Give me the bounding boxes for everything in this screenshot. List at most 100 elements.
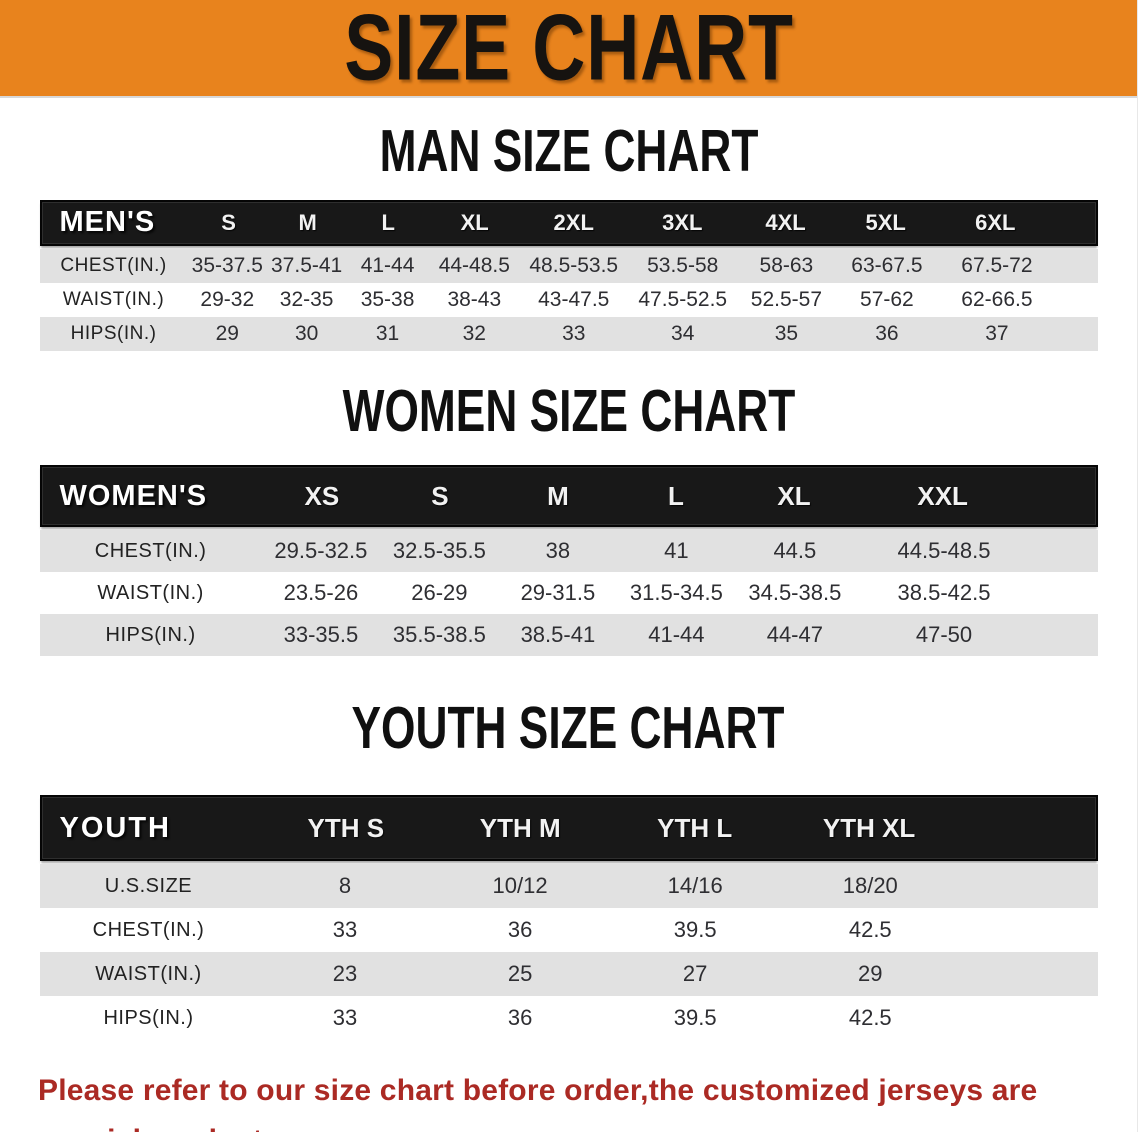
- size-value: 35: [774, 321, 799, 345]
- column-header: S: [221, 209, 236, 235]
- mens-size-table: MEN'S S M L XL 2XL 3XL 4XL 5XL 6XL CHEST(IN.) 35-37…: [39, 199, 1098, 351]
- size-value: 33: [332, 1005, 358, 1031]
- size-value: 41-44: [360, 253, 415, 277]
- column-header: 5XL: [865, 209, 906, 235]
- table-body: CHEST(IN.) 35-37.5 37.5-41 41-44 44-48.5 48.5…: [39, 248, 1098, 351]
- youth-size-table: YOUTH YTH S YTH M YTH L YTH XL U.S.SIZE 8 10/12…: [39, 795, 1098, 1041]
- table-body: CHEST(IN.) 29.5-32.5 32.5-35.5 38 41 44.5 44.5…: [39, 530, 1098, 657]
- banner-title: SIZE CHART: [343, 0, 794, 101]
- column-header: XXL: [917, 480, 968, 511]
- size-value: 34: [671, 321, 695, 345]
- table-section-label: WOMEN'S: [59, 479, 208, 512]
- column-header: L: [668, 480, 684, 511]
- women-section-heading-text: WOMEN SIZE CHART: [342, 377, 795, 444]
- size-value: 32.5-35.5: [392, 538, 486, 564]
- size-value: 42.5: [848, 917, 892, 943]
- table-section-label: YOUTH: [59, 811, 171, 844]
- column-header: XL: [777, 480, 811, 511]
- disclaimer-line-1: Please refer to our size chart before or…: [38, 1074, 1038, 1132]
- size-value: 14/16: [667, 873, 723, 899]
- size-value: 26-29: [411, 580, 468, 606]
- table-row: U.S.SIZE 8 10/12 14/16 18/20: [39, 864, 1098, 909]
- row-label: WAIST(IN.): [95, 962, 202, 985]
- size-value: 31: [375, 321, 400, 345]
- column-header: L: [381, 209, 395, 235]
- size-value: 44-47: [766, 622, 823, 648]
- size-value: 29.5-32.5: [274, 538, 368, 564]
- size-value: 29: [858, 961, 883, 987]
- size-value: 35.5-38.5: [392, 622, 486, 648]
- size-value: 33: [562, 321, 586, 345]
- row-label: CHEST(IN.): [94, 539, 207, 562]
- row-label: HIPS(IN.): [103, 1006, 194, 1029]
- size-value: 36: [507, 917, 533, 943]
- youth-section-heading: YOUTH SIZE CHART: [0, 695, 1137, 762]
- size-value: 58-63: [759, 253, 814, 277]
- column-header: 6XL: [975, 209, 1016, 235]
- table-row: CHEST(IN.) 33 36 39.5 42.5: [39, 908, 1098, 953]
- row-label: HIPS(IN.): [70, 322, 157, 344]
- size-value: 37: [985, 321, 1009, 345]
- size-value: 27: [682, 961, 708, 987]
- size-value: 42.5: [848, 1005, 892, 1031]
- size-value: 53.5-58: [647, 253, 719, 277]
- size-value: 30: [294, 321, 319, 345]
- table-row: HIPS(IN.) 33 36 39.5 42.5: [39, 996, 1098, 1041]
- womens-size-table: WOMEN'S XS S M L XL XXL CHEST(IN.) 29.5-32.5 32.5…: [39, 465, 1098, 657]
- row-label: CHEST(IN.): [60, 254, 167, 276]
- size-value: 25: [507, 961, 533, 987]
- table-row: WAIST(IN.) 23 25 27 29: [39, 952, 1098, 997]
- table-header-row: YOUTH YTH S YTH M YTH L YTH XL: [39, 795, 1098, 862]
- size-value: 18/20: [842, 873, 898, 899]
- size-value: 47-50: [915, 622, 973, 648]
- column-header: 2XL: [553, 209, 594, 235]
- size-value: 36: [507, 1005, 533, 1031]
- column-header: 3XL: [662, 209, 703, 235]
- table-body: U.S.SIZE 8 10/12 14/16 18/20 CHEST(IN.) 33 36 39…: [39, 864, 1098, 1041]
- table-row: CHEST(IN.) 35-37.5 37.5-41 41-44 44-48.5 48.5…: [39, 248, 1098, 283]
- disclaimer: Please refer to our size chart before or…: [0, 1066, 1137, 1132]
- size-value: 37.5-41: [271, 253, 343, 277]
- size-value: 23: [332, 961, 358, 987]
- column-header: YTH L: [657, 812, 733, 843]
- size-value: 47.5-52.5: [638, 287, 728, 311]
- size-value: 33: [332, 917, 358, 943]
- size-value: 39.5: [673, 1005, 717, 1031]
- column-header: YTH XL: [822, 812, 916, 843]
- row-label: WAIST(IN.): [97, 581, 204, 604]
- size-value: 39.5: [673, 917, 717, 943]
- size-value: 38-43: [447, 287, 502, 311]
- size-value: 33-35.5: [283, 622, 359, 648]
- table-row: HIPS(IN.) 29 30 31 32 33 34 35 36 37: [39, 316, 1098, 351]
- size-value: 38.5-41: [520, 622, 596, 648]
- man-section-heading: MAN SIZE CHART: [0, 117, 1137, 184]
- column-header: M: [298, 209, 317, 235]
- size-value: 43-47.5: [538, 287, 610, 311]
- table-row: WAIST(IN.) 23.5-26 26-29 29-31.5 31.5-34.5 34…: [39, 572, 1098, 615]
- size-value: 36: [875, 321, 899, 345]
- row-label: CHEST(IN.): [92, 918, 205, 941]
- size-value: 31.5-34.5: [629, 580, 723, 606]
- column-header: S: [431, 480, 449, 511]
- column-header: XL: [460, 209, 489, 235]
- size-value: 10/12: [492, 873, 548, 899]
- table-row: HIPS(IN.) 33-35.5 35.5-38.5 38.5-41 41-44 44-…: [39, 614, 1098, 657]
- column-header: YTH S: [307, 812, 385, 843]
- table-section-label: MEN'S: [59, 206, 156, 239]
- size-value: 8: [338, 873, 352, 899]
- size-value: 38: [545, 538, 571, 564]
- size-value: 23.5-26: [283, 580, 359, 606]
- size-value: 29-32: [200, 287, 255, 311]
- size-value: 41-44: [648, 622, 705, 648]
- size-value: 38.5-42.5: [897, 580, 991, 606]
- column-header: M: [547, 480, 569, 511]
- man-section-heading-text: MAN SIZE CHART: [379, 117, 758, 184]
- size-value: 62-66.5: [961, 287, 1033, 311]
- row-label: WAIST(IN.): [62, 288, 165, 310]
- women-section-heading: WOMEN SIZE CHART: [0, 377, 1137, 444]
- size-value: 48.5-53.5: [529, 253, 619, 277]
- size-value: 32: [462, 321, 486, 345]
- youth-section-heading-text: YOUTH SIZE CHART: [352, 695, 785, 762]
- size-value: 63-67.5: [851, 253, 923, 277]
